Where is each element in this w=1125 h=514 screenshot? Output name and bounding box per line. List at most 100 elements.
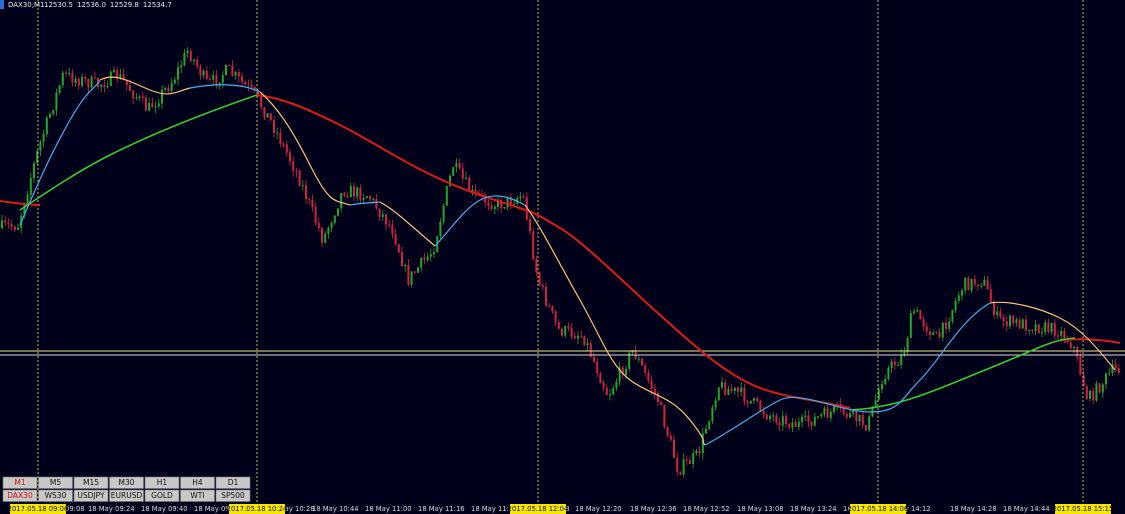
button-label[interactable]: H1 — [157, 478, 168, 487]
candle-body — [519, 196, 522, 199]
button-face[interactable] — [180, 476, 215, 489]
timeframe-button[interactable]: M1 — [2, 476, 38, 489]
candle-body — [1041, 332, 1043, 334]
button-face[interactable] — [215, 489, 251, 502]
button-face[interactable] — [109, 476, 144, 489]
button-label[interactable]: WTI — [190, 491, 204, 500]
ma-slow — [0, 94, 1121, 409]
timeframe-button[interactable]: H1 — [144, 476, 180, 489]
button-label[interactable]: DAX30 — [7, 491, 33, 500]
button-label[interactable]: D1 — [228, 478, 239, 487]
candle-body — [45, 117, 48, 135]
candle-body — [1050, 323, 1053, 332]
candle-body — [538, 272, 541, 285]
candle-body — [685, 459, 688, 461]
candle-body — [26, 194, 29, 206]
candle-body — [570, 327, 573, 337]
time-label: 18 May 09:24 — [88, 505, 135, 513]
symbol-button[interactable]: GOLD — [144, 489, 180, 502]
candle-body — [1018, 319, 1021, 329]
candle-body — [433, 252, 435, 255]
button-face[interactable] — [215, 476, 251, 489]
symbol-button[interactable]: EURUSD — [109, 489, 144, 502]
candle-body — [618, 367, 621, 382]
candle-body — [545, 286, 547, 306]
candle-body — [743, 387, 746, 402]
candle-body — [327, 227, 330, 234]
candle-body — [423, 257, 426, 260]
candle-body — [682, 459, 685, 475]
time-highlight-label: 2017.05.18 12:04 — [508, 505, 569, 513]
candle-body — [1092, 390, 1095, 401]
candle-body — [276, 132, 279, 134]
timeframe-button[interactable]: H4 — [180, 476, 215, 489]
timeframe-button[interactable]: M5 — [38, 476, 73, 489]
button-face[interactable] — [2, 489, 38, 502]
button-face[interactable] — [109, 489, 144, 502]
button-face[interactable] — [2, 476, 38, 489]
candle-body — [625, 368, 627, 376]
symbol-button[interactable]: WTI — [180, 489, 215, 502]
button-label[interactable]: GOLD — [151, 491, 173, 500]
button-face[interactable] — [73, 489, 109, 502]
candle-body — [205, 70, 208, 79]
candle-body — [199, 66, 202, 76]
symbol-button[interactable]: DAX30 — [2, 489, 38, 502]
timeframe-button[interactable]: D1 — [215, 476, 251, 489]
candle-body — [660, 402, 663, 405]
candle-body — [807, 415, 810, 422]
candle-body — [497, 200, 499, 207]
symbol-button[interactable]: WS30 — [38, 489, 73, 502]
button-face[interactable] — [144, 489, 180, 502]
button-label[interactable]: EURUSD — [111, 491, 143, 500]
time-label: 18 May 11:16 — [418, 505, 465, 513]
candle-body — [407, 264, 410, 285]
timeframe-button[interactable]: M30 — [109, 476, 144, 489]
candle-body — [647, 372, 650, 381]
symbol-button[interactable]: SP500 — [215, 489, 251, 502]
button-label[interactable]: M1 — [14, 478, 25, 487]
candle-body — [580, 335, 583, 337]
button-label[interactable]: WS30 — [45, 491, 67, 500]
candle-body — [772, 415, 775, 417]
candle-body — [554, 311, 557, 323]
candle-body — [1015, 319, 1018, 324]
time-highlight — [229, 504, 285, 514]
button-label[interactable]: H4 — [192, 478, 203, 487]
candle-body — [769, 416, 771, 420]
candle-body — [708, 421, 711, 429]
candle-body — [673, 439, 675, 458]
button-face[interactable] — [180, 489, 215, 502]
candle-body — [321, 228, 323, 243]
candle-body — [10, 224, 13, 227]
button-label[interactable]: M30 — [118, 478, 134, 487]
button-face[interactable] — [144, 476, 180, 489]
candle-body — [426, 256, 429, 260]
candle-body — [244, 81, 247, 85]
candle-body — [135, 97, 138, 99]
button-label[interactable]: USDJPY — [77, 491, 105, 500]
button-face[interactable] — [38, 489, 73, 502]
candles — [1, 47, 1120, 478]
candle-body — [164, 87, 167, 90]
button-label[interactable]: SP500 — [221, 491, 245, 500]
timeframe-button[interactable]: M15 — [73, 476, 109, 489]
ma-fast-rising — [19, 79, 991, 446]
candle-body — [129, 85, 131, 91]
button-label[interactable]: M5 — [50, 478, 61, 487]
time-label: 18 May 14:28 — [950, 505, 997, 513]
symbol-button[interactable]: USDJPY — [73, 489, 109, 502]
candle-body — [71, 73, 74, 83]
candle-body — [29, 178, 32, 195]
button-face[interactable] — [38, 476, 73, 489]
time-label: 18 May 12:52 — [683, 505, 730, 513]
candle-body — [1079, 356, 1082, 375]
candle-body — [221, 75, 224, 83]
candle-body — [884, 378, 887, 385]
candle-body — [1031, 329, 1034, 331]
candle-body — [1089, 390, 1091, 399]
candle-body — [365, 196, 368, 199]
button-label[interactable]: M15 — [83, 478, 99, 487]
button-face[interactable] — [73, 476, 109, 489]
